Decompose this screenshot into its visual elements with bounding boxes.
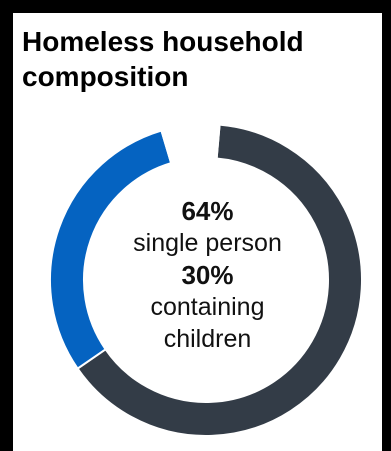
chart-title: Homeless household composition bbox=[22, 26, 304, 92]
children-percent: 30% bbox=[181, 260, 234, 290]
center-label: 64% single person 30% containing childre… bbox=[100, 195, 315, 355]
single-person-label: single person bbox=[133, 229, 282, 257]
slice-single-person bbox=[76, 123, 363, 437]
single-person-percent: 64% bbox=[181, 196, 234, 226]
children-label-line1: containing bbox=[150, 293, 265, 321]
children-label-line2: children bbox=[163, 325, 252, 353]
slice-other bbox=[160, 123, 221, 165]
